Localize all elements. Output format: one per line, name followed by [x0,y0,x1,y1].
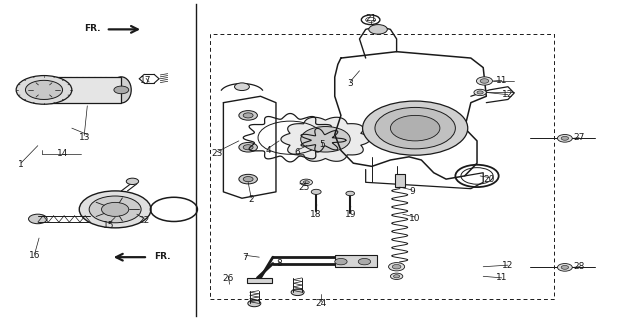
Circle shape [79,191,151,228]
Text: 3: 3 [347,79,353,88]
Circle shape [363,101,467,155]
Text: 9: 9 [409,188,415,196]
Circle shape [474,89,486,96]
Text: FR.: FR. [154,252,170,261]
Circle shape [29,214,47,224]
Polygon shape [301,128,346,152]
Text: 28: 28 [574,262,585,271]
Text: 26: 26 [223,274,234,283]
Text: 23: 23 [211,149,223,158]
Circle shape [392,265,401,269]
Text: 19: 19 [345,210,356,219]
Circle shape [243,145,253,150]
Circle shape [389,263,405,271]
Text: 2: 2 [249,195,254,204]
Circle shape [369,25,388,34]
Circle shape [114,86,129,94]
Text: 5: 5 [319,140,326,148]
Text: 14: 14 [57,149,68,158]
Circle shape [557,134,572,142]
Circle shape [300,179,312,186]
Circle shape [234,83,249,91]
Text: 10: 10 [409,214,421,223]
Circle shape [476,77,492,85]
Text: 11: 11 [496,273,508,282]
Circle shape [102,202,129,216]
Circle shape [243,177,253,182]
Circle shape [477,91,483,94]
Circle shape [335,259,347,265]
Circle shape [291,289,304,296]
Circle shape [248,300,261,307]
Text: 20: 20 [484,175,495,184]
Text: 12: 12 [502,261,513,270]
Text: 8: 8 [276,259,282,268]
Circle shape [239,174,257,184]
Text: 21: 21 [365,14,376,23]
Bar [395,174,405,187]
Text: 16: 16 [29,251,40,260]
Text: 13: 13 [79,133,90,142]
Text: 4: 4 [265,146,271,155]
Text: 12: 12 [502,90,513,99]
Text: 15: 15 [103,221,115,230]
Circle shape [16,76,72,104]
Circle shape [239,111,257,120]
Circle shape [239,142,257,152]
Circle shape [301,126,350,152]
Text: 6: 6 [294,148,301,156]
Circle shape [561,136,569,140]
Circle shape [557,264,572,271]
Text: 11: 11 [496,76,508,85]
Circle shape [346,191,355,196]
Text: FR.: FR. [84,24,101,33]
Text: 27: 27 [574,133,585,142]
Circle shape [480,79,489,83]
Text: 24: 24 [316,299,327,308]
Bar [335,255,377,268]
Circle shape [391,273,403,279]
Circle shape [358,259,371,265]
Bar [210,34,554,299]
Circle shape [311,189,321,195]
Circle shape [394,275,400,278]
Text: 17: 17 [140,76,152,85]
Text: 25: 25 [298,183,309,192]
Text: 1: 1 [18,160,24,169]
Text: 22: 22 [139,216,150,225]
Text: 18: 18 [311,210,322,219]
Polygon shape [281,117,370,161]
Circle shape [243,113,253,118]
Circle shape [126,178,139,185]
Bar [50,76,122,103]
Text: 7: 7 [242,253,248,262]
Circle shape [391,116,440,141]
Circle shape [375,108,455,149]
Circle shape [561,266,569,269]
Circle shape [89,196,141,223]
Circle shape [303,181,309,184]
Circle shape [25,80,63,100]
Ellipse shape [112,77,131,103]
Bar [247,277,272,283]
